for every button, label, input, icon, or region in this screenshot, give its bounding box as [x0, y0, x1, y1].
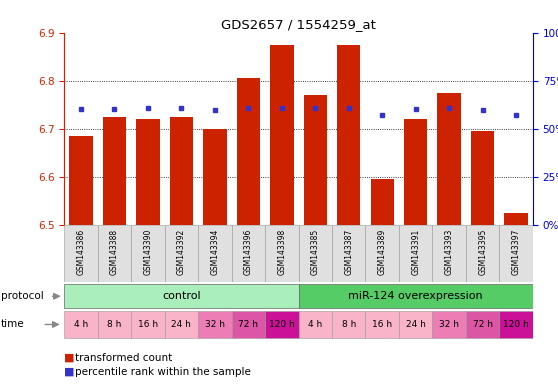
Text: GSM143393: GSM143393 [445, 229, 454, 275]
Bar [98, 311, 131, 338]
Text: GSM143386: GSM143386 [76, 229, 85, 275]
Bar [198, 225, 232, 282]
Bar [332, 225, 365, 282]
Text: 72 h: 72 h [473, 320, 493, 329]
Bar [136, 119, 160, 225]
Bar [98, 225, 131, 282]
Bar [299, 225, 332, 282]
Text: GSM143390: GSM143390 [143, 229, 152, 275]
Bar [404, 119, 427, 225]
Bar [103, 117, 126, 225]
Bar [365, 311, 399, 338]
Bar [466, 225, 499, 282]
Text: time: time [1, 319, 25, 329]
Bar [198, 311, 232, 338]
Bar [232, 225, 265, 282]
Text: 8 h: 8 h [341, 320, 356, 329]
Text: protocol: protocol [1, 291, 44, 301]
Text: 32 h: 32 h [205, 320, 225, 329]
Bar [131, 225, 165, 282]
Bar [64, 311, 98, 338]
Bar [337, 45, 360, 225]
Bar [471, 131, 494, 225]
Text: GSM143398: GSM143398 [277, 229, 286, 275]
Text: 32 h: 32 h [439, 320, 459, 329]
Text: GSM143397: GSM143397 [512, 229, 521, 275]
Text: 8 h: 8 h [107, 320, 122, 329]
Bar [332, 311, 365, 338]
Bar [399, 225, 432, 282]
Bar [64, 225, 98, 282]
Text: 24 h: 24 h [406, 320, 426, 329]
Text: 24 h: 24 h [171, 320, 191, 329]
Text: GSM143389: GSM143389 [378, 229, 387, 275]
Bar [64, 284, 299, 308]
Text: 120 h: 120 h [269, 320, 295, 329]
Bar [170, 117, 193, 225]
Bar [299, 284, 533, 308]
Bar [499, 225, 533, 282]
Bar [299, 311, 332, 338]
Text: 4 h: 4 h [74, 320, 88, 329]
Text: GSM143395: GSM143395 [478, 229, 487, 275]
Bar [371, 179, 394, 225]
Text: transformed count: transformed count [75, 353, 172, 363]
Text: 72 h: 72 h [238, 320, 258, 329]
Bar [237, 78, 260, 225]
Text: 4 h: 4 h [308, 320, 323, 329]
Bar [504, 213, 528, 225]
Bar [165, 225, 198, 282]
Text: GSM143385: GSM143385 [311, 229, 320, 275]
Text: miR-124 overexpression: miR-124 overexpression [348, 291, 483, 301]
Bar [466, 311, 499, 338]
Text: GSM143388: GSM143388 [110, 229, 119, 275]
Bar [165, 311, 198, 338]
Text: ■: ■ [64, 367, 75, 377]
Text: control: control [162, 291, 201, 301]
Text: GSM143396: GSM143396 [244, 229, 253, 275]
Text: GSM143391: GSM143391 [411, 229, 420, 275]
Bar [399, 311, 432, 338]
Bar [437, 93, 461, 225]
Bar [432, 311, 466, 338]
Bar [304, 95, 327, 225]
Bar [232, 311, 265, 338]
Bar [265, 311, 299, 338]
Bar [432, 225, 466, 282]
Text: 120 h: 120 h [503, 320, 529, 329]
Title: GDS2657 / 1554259_at: GDS2657 / 1554259_at [221, 18, 376, 31]
Bar [265, 225, 299, 282]
Text: ■: ■ [64, 353, 75, 363]
Text: GSM143392: GSM143392 [177, 229, 186, 275]
Text: GSM143387: GSM143387 [344, 229, 353, 275]
Bar [270, 45, 294, 225]
Text: 16 h: 16 h [372, 320, 392, 329]
Bar [365, 225, 399, 282]
Text: 16 h: 16 h [138, 320, 158, 329]
Bar [499, 311, 533, 338]
Text: GSM143394: GSM143394 [210, 229, 219, 275]
Bar [131, 311, 165, 338]
Bar [69, 136, 93, 225]
Text: percentile rank within the sample: percentile rank within the sample [75, 367, 251, 377]
Bar [203, 129, 227, 225]
